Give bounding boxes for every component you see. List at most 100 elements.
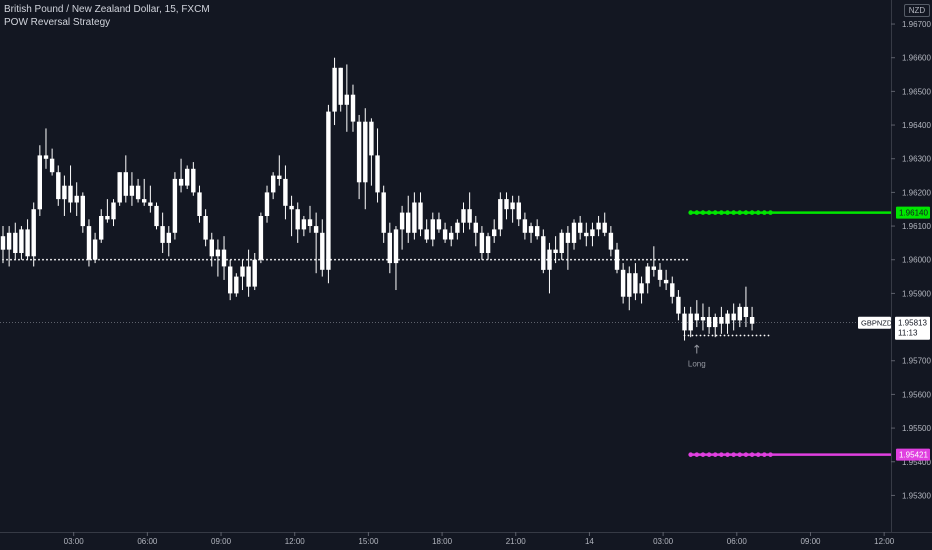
candle (37, 145, 42, 216)
y-tick-label: 1.95600 (902, 390, 931, 399)
candle (713, 313, 718, 338)
y-tick-label: 1.96300 (902, 155, 931, 164)
candle (332, 57, 337, 126)
entry-dot (747, 334, 750, 337)
reference-dot (354, 258, 356, 261)
reference-dot (186, 258, 188, 261)
candle (608, 226, 614, 257)
candle (160, 212, 165, 253)
reference-dot (358, 258, 360, 261)
candle (221, 236, 227, 280)
reference-dot (54, 258, 56, 261)
reference-dot (410, 258, 412, 261)
reference-dot (122, 258, 124, 261)
currency-badge[interactable]: NZD (904, 4, 930, 17)
x-tick-label: 12:00 (285, 537, 306, 546)
reference-dot (62, 258, 64, 261)
reference-dot (650, 258, 652, 261)
candle (651, 246, 656, 277)
entry-dot (755, 334, 758, 337)
candle (166, 226, 171, 257)
reference-dot (346, 258, 348, 261)
reference-dot (22, 258, 24, 261)
take-profit-dot (743, 210, 749, 215)
candle (49, 148, 55, 176)
reference-dot (686, 258, 688, 261)
take-profit-tag: 1.96140 (896, 206, 930, 219)
candle (492, 219, 497, 243)
candle (676, 290, 681, 321)
reference-dot (658, 258, 660, 261)
entry-dot (727, 334, 730, 337)
candle (301, 215, 307, 237)
reference-dot (18, 258, 20, 261)
candle (197, 185, 202, 223)
reference-dot (502, 258, 504, 261)
candle (706, 306, 712, 334)
reference-dot (426, 258, 428, 261)
reference-dot (662, 258, 664, 261)
reference-dot (386, 258, 388, 261)
reference-dot (626, 258, 628, 261)
stop-loss-dot (706, 452, 712, 457)
reference-dot (250, 258, 252, 261)
reference-dot (406, 258, 408, 261)
candle (326, 104, 331, 284)
svg-text:1.96140: 1.96140 (899, 209, 928, 218)
reference-dot (310, 258, 312, 261)
x-tick-label: 09:00 (800, 537, 821, 546)
candle (399, 205, 405, 250)
long-arrow-icon: ↑ (692, 342, 702, 356)
reference-dot (586, 258, 588, 261)
reference-dot (430, 258, 432, 261)
reference-dot (82, 258, 84, 261)
reference-dot (518, 258, 520, 261)
reference-dot (562, 258, 564, 261)
candle (645, 263, 650, 294)
take-profit-dot (768, 210, 773, 215)
y-tick-label: 1.95700 (902, 357, 931, 366)
candle (172, 172, 178, 240)
candle (92, 232, 98, 264)
candle (6, 226, 12, 267)
candle (510, 195, 515, 223)
indicator-name: POW Reversal Strategy (4, 17, 111, 28)
entry-dot (743, 334, 746, 337)
reference-dot (206, 258, 208, 261)
price-axis[interactable]: 1.96700 1.96600 1.96500 1.96400 1.96300 1.962… (891, 20, 931, 500)
stop-loss-tag: 1.95421 (896, 448, 930, 461)
time-axis[interactable]: 03:00 06:00 09:00 12:00 15:00 18:00 21:00 14 03:… (64, 532, 895, 546)
candle (80, 192, 85, 233)
candle (467, 192, 472, 230)
reference-dot (522, 258, 524, 261)
take-profit-dot (737, 210, 743, 215)
candle (258, 212, 264, 264)
reference-dot (578, 258, 580, 261)
candle (117, 172, 122, 206)
reference-dot (234, 258, 236, 261)
reference-dot (582, 258, 584, 261)
stop-loss-dot (700, 452, 706, 457)
reference-dot (342, 258, 344, 261)
candle (516, 195, 521, 227)
take-profit-dot (712, 210, 718, 215)
candle (473, 215, 478, 247)
candle (240, 259, 245, 291)
y-tick-label: 1.95900 (902, 289, 931, 298)
candle (596, 215, 601, 237)
candle (178, 158, 184, 193)
reference-dot (610, 258, 612, 261)
svg-text:1.95813: 1.95813 (898, 319, 927, 328)
reference-dot (198, 258, 200, 261)
reference-dot (150, 258, 152, 261)
candle (363, 108, 368, 210)
entry-dot (751, 334, 754, 337)
y-tick-label: 1.96400 (902, 121, 931, 130)
reference-dot (474, 258, 476, 261)
reference-dot (642, 258, 644, 261)
stop-loss-dot (731, 452, 736, 457)
candle (547, 242, 552, 294)
candle (369, 118, 374, 186)
